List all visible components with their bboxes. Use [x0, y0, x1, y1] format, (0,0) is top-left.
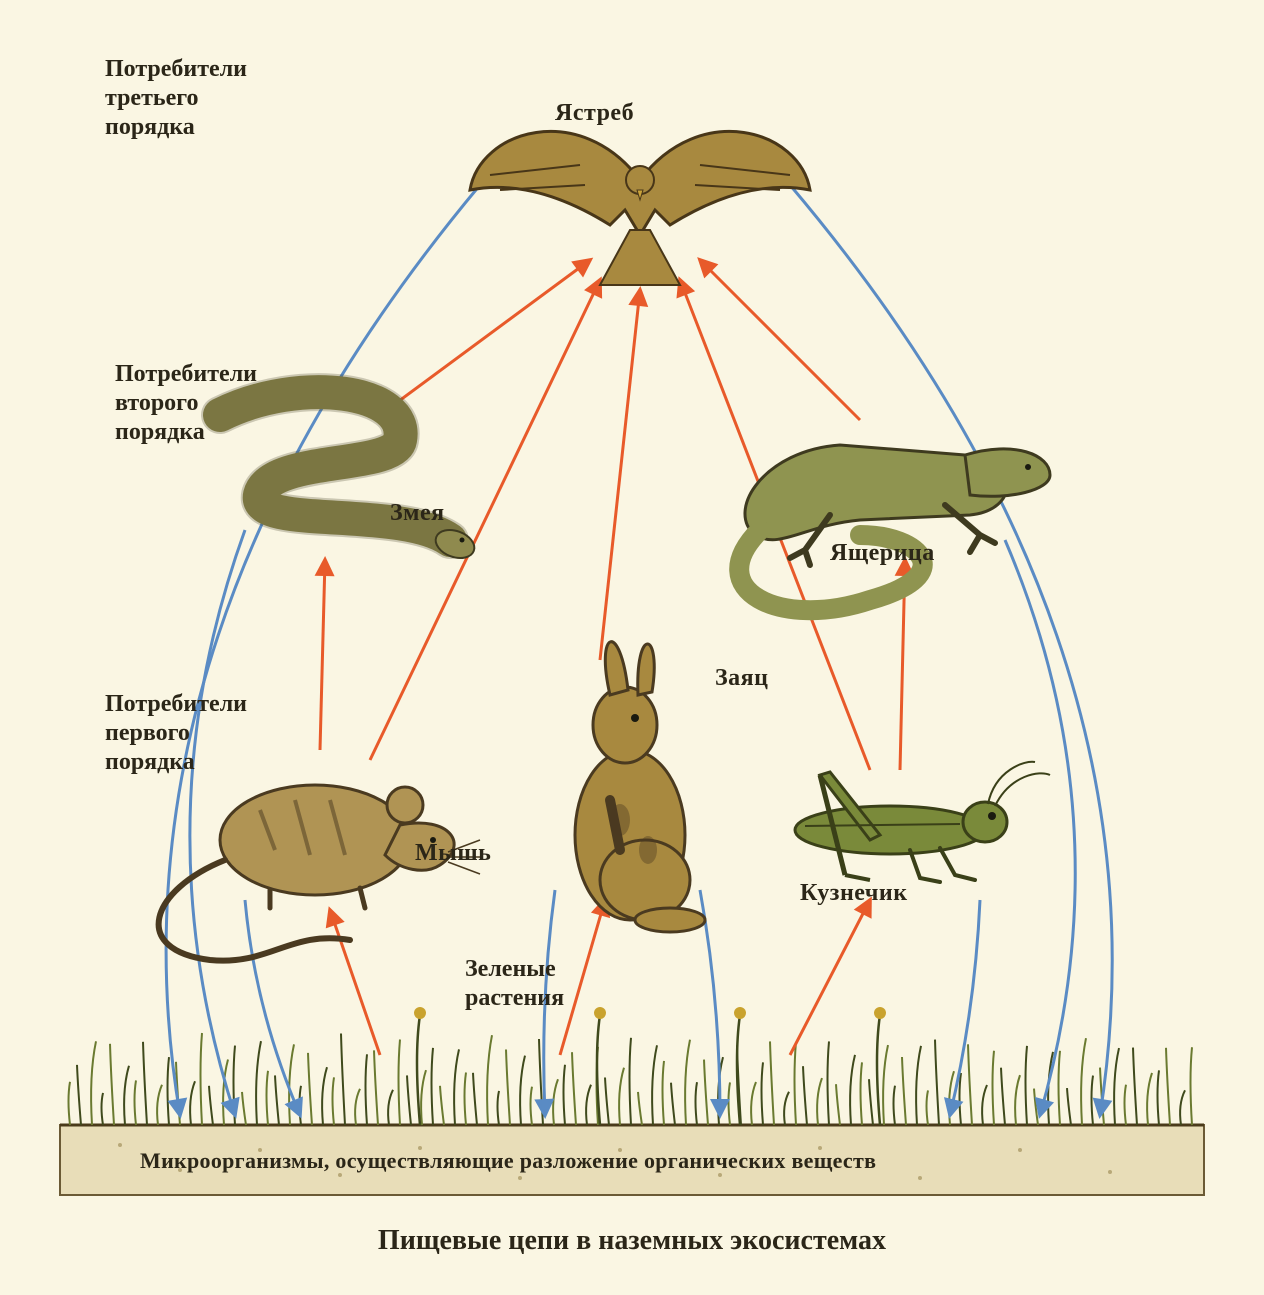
level-2-label: Потребители второго порядка	[115, 360, 257, 446]
grass	[69, 1007, 1193, 1125]
caption: Пищевые цепи в наземных экосистемах	[0, 1225, 1264, 1257]
mouse-label: Мышь	[415, 840, 491, 867]
grasshopper-label: Кузнечик	[800, 880, 908, 907]
hare-icon	[575, 642, 705, 932]
lizard-icon	[739, 445, 1050, 610]
hawk-icon	[470, 131, 810, 285]
mouse-icon	[159, 785, 482, 961]
snake-icon	[220, 392, 478, 563]
grasshopper-icon	[795, 762, 1050, 882]
diagram-page: Потребители третьего порядка Потребители…	[0, 0, 1264, 1295]
hare-label: Заяц	[715, 665, 768, 692]
producers-label: Зеленые растения	[465, 955, 564, 1013]
snake-label: Змея	[390, 500, 445, 527]
decomposition-arrows	[166, 185, 1112, 1115]
diagram-svg	[0, 0, 1264, 1295]
soil-text: Микроорганизмы, осуществляющие разложени…	[140, 1148, 1140, 1174]
level-3-label: Потребители третьего порядка	[105, 55, 247, 141]
hawk-label: Ястреб	[555, 100, 634, 127]
lizard-label: Ящерица	[830, 540, 935, 567]
level-1-label: Потребители первого порядка	[105, 690, 247, 776]
